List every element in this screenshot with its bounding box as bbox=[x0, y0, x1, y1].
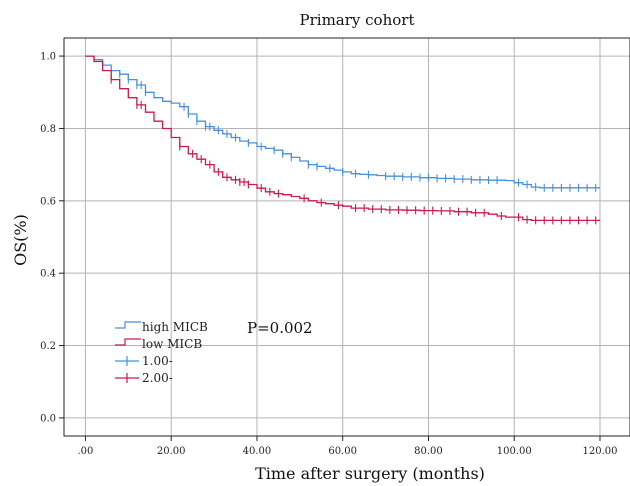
y-tick-label: 0.6 bbox=[40, 196, 56, 207]
survival-step-line bbox=[85, 55, 600, 222]
plot-area-frame bbox=[63, 37, 630, 437]
grid bbox=[64, 38, 630, 436]
series-low-micb bbox=[85, 55, 600, 225]
legend: high MICB low MICB 1.00- 2.00- bbox=[115, 320, 208, 385]
legend-swatch-line bbox=[115, 338, 141, 346]
p-value-annotation: P=0.002 bbox=[247, 319, 313, 337]
y-tick-label: 0.2 bbox=[40, 341, 56, 352]
x-tick-label: 80.00 bbox=[414, 446, 443, 457]
y-tick-label: 0.8 bbox=[40, 124, 56, 135]
chart-title: Primary cohort bbox=[300, 11, 415, 29]
y-tick-label: 0.0 bbox=[40, 413, 56, 424]
legend-label: high MICB bbox=[142, 320, 208, 334]
x-tick-label: 40.00 bbox=[243, 446, 272, 457]
x-axis-title: Time after surgery (months) bbox=[255, 464, 485, 483]
series-high-micb bbox=[85, 55, 600, 192]
x-axis-ticks: .00 20.00 40.00 60.00 80.00 100.00 120.00 bbox=[77, 436, 617, 457]
y-tick-label: 0.4 bbox=[40, 269, 56, 280]
x-tick-label: 100.00 bbox=[497, 446, 532, 457]
x-tick-label: 20.00 bbox=[157, 446, 186, 457]
y-axis-ticks: 0.0 0.2 0.4 0.6 0.8 1.0 bbox=[40, 52, 64, 424]
y-tick-label: 1.0 bbox=[40, 52, 56, 63]
survival-curves bbox=[85, 55, 600, 225]
y-axis-title: OS(%) bbox=[11, 214, 30, 266]
x-tick-label: 120.00 bbox=[582, 446, 617, 457]
legend-label: low MICB bbox=[142, 337, 202, 351]
x-tick-label: 60.00 bbox=[328, 446, 357, 457]
legend-swatch-line bbox=[115, 321, 141, 329]
legend-censor-label: 2.00- bbox=[142, 371, 173, 385]
x-tick-label: .00 bbox=[77, 446, 93, 457]
legend-censor-label: 1.00- bbox=[142, 354, 173, 368]
